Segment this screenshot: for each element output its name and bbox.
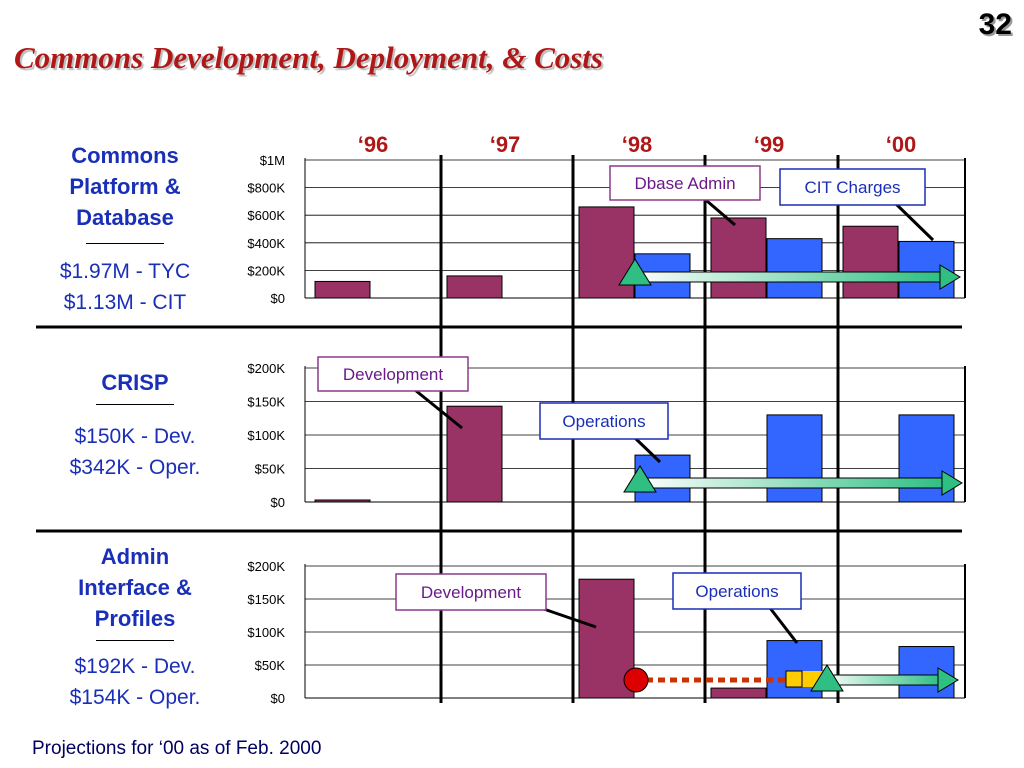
square-marker-icon	[785, 670, 803, 688]
section-name-line: Interface &	[78, 575, 192, 600]
callout-cit-charges-box	[779, 168, 926, 206]
y-tick-label: $150K	[247, 592, 285, 607]
y-tick-label: $400K	[247, 236, 285, 251]
y-tick-label: $150K	[247, 395, 285, 410]
section-name-line: Admin	[100, 544, 170, 569]
section-name-line: Profiles	[94, 606, 176, 631]
callout-crisp-development-box	[317, 356, 469, 392]
y-tick-label: $50K	[255, 658, 286, 673]
section-cost-line: $154K - Oper.	[69, 686, 201, 709]
crisp-flow-arrow-shaft	[635, 477, 945, 489]
y-tick-label: $100K	[247, 625, 285, 640]
section-name-line: Database	[76, 205, 174, 230]
bar-development	[710, 217, 767, 299]
admin-flow-arrow-head-icon	[937, 667, 959, 693]
callout-crisp-operations-pointer	[633, 436, 662, 464]
y-tick-label: $0	[271, 291, 285, 306]
callout-admin-development-label: Development	[421, 583, 521, 602]
callout-cit-charges-label: CIT Charges	[804, 178, 900, 197]
callout-dbase-admin-label: Dbase Admin	[634, 174, 735, 193]
y-tick-label: $600K	[247, 208, 285, 223]
bar-operations	[766, 238, 823, 299]
callout-crisp-operations-box	[539, 402, 669, 440]
callout-admin-operations-label: Operations	[695, 582, 778, 601]
y-tick-label: $1M	[260, 153, 285, 168]
section-name-line: CRISP	[101, 370, 169, 395]
admin-flow-arrow-shaft	[821, 674, 941, 686]
section-cost-line: $1.97M - TYC	[59, 260, 191, 283]
section-commons: Commons Platform & Database $1.97M - TYC…	[40, 140, 210, 318]
start-triangle-icon	[623, 465, 657, 493]
year-header: ‘96	[358, 132, 389, 157]
start-triangle-icon	[618, 258, 652, 286]
y-tick-label: $200K	[247, 263, 285, 278]
callout-dbase-admin-box	[609, 165, 761, 201]
callout-crisp-operations-label: Operations	[562, 412, 645, 431]
section-cost-line: $192K - Dev.	[74, 655, 196, 678]
callout-admin-operations-pointer	[768, 607, 799, 644]
year-header: ‘97	[490, 132, 521, 157]
section-divider	[86, 243, 164, 244]
slide-title: Commons Development, Deployment, & Costs	[14, 40, 603, 75]
y-tick-label: $100K	[247, 428, 285, 443]
y-tick-label: $200K	[247, 559, 285, 574]
bar-development	[446, 275, 503, 299]
section-name-line: Commons	[71, 143, 179, 168]
cit-flow-arrow-head-icon	[939, 264, 961, 290]
y-tick-label: $200K	[247, 361, 285, 376]
y-tick-label: $800K	[247, 181, 285, 196]
bar-development	[842, 225, 899, 299]
section-divider	[96, 640, 174, 641]
section-cost-line: $342K - Oper.	[69, 456, 201, 479]
y-tick-label: $50K	[255, 462, 286, 477]
cit-flow-arrow-shaft	[629, 271, 943, 283]
section-admin: Admin Interface & Profiles $192K - Dev. …	[50, 541, 220, 713]
section-cost-line: $1.13M - CIT	[63, 291, 187, 314]
bar-development	[314, 280, 371, 299]
section-name-line: Platform &	[69, 174, 181, 199]
bar-development	[446, 405, 503, 503]
footnote: Projections for ‘00 as of Feb. 2000	[32, 738, 322, 759]
bar-operations	[766, 414, 823, 503]
bar-development	[710, 687, 767, 699]
callout-admin-development-box	[395, 573, 547, 611]
slide-number: 32	[978, 8, 1012, 41]
callout-crisp-development-label: Development	[343, 365, 443, 384]
callout-crisp-development-pointer	[414, 388, 463, 430]
start-triangle-icon	[810, 664, 844, 692]
section-divider	[96, 404, 174, 405]
callout-cit-charges-pointer	[893, 201, 935, 242]
start-circle-icon	[623, 667, 649, 693]
section-cost-line: $150K - Dev.	[74, 425, 196, 448]
y-tick-label: $0	[271, 495, 285, 510]
year-header: ‘99	[754, 132, 785, 157]
crisp-flow-arrow-head-icon	[941, 470, 963, 496]
section-crisp: CRISP $150K - Dev. $342K - Oper.	[50, 367, 220, 483]
y-tick-label: $0	[271, 691, 285, 706]
callout-admin-operations-box	[672, 572, 802, 610]
year-header: ‘00	[886, 132, 917, 157]
year-header: ‘98	[622, 132, 653, 157]
